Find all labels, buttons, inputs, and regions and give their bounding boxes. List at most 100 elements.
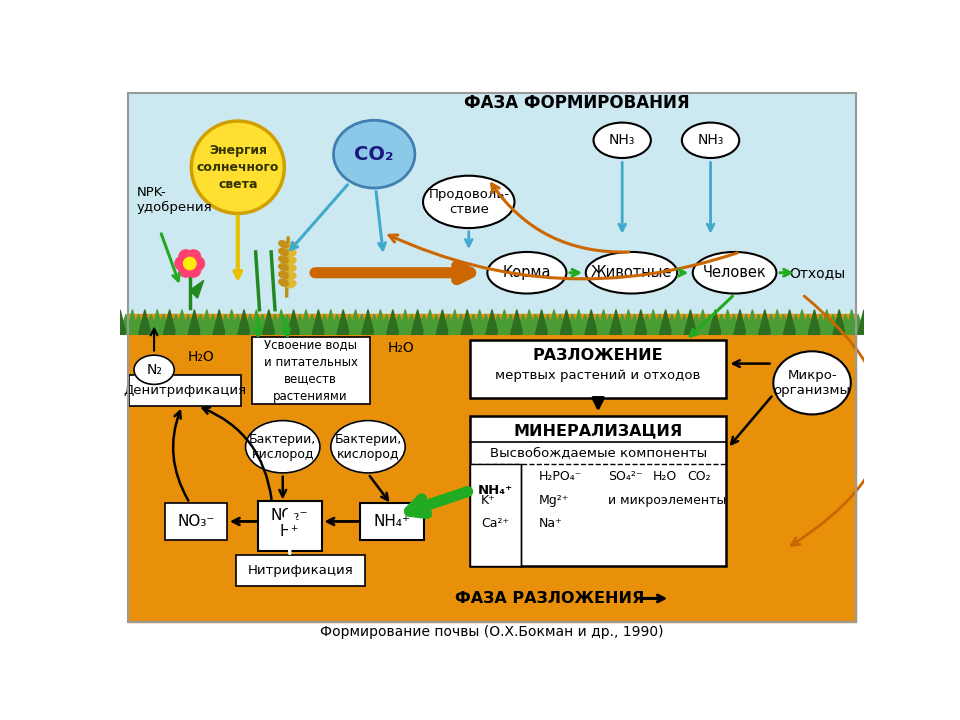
Polygon shape	[529, 315, 541, 331]
Circle shape	[190, 256, 204, 271]
Polygon shape	[616, 315, 629, 331]
Polygon shape	[355, 315, 368, 331]
Polygon shape	[176, 310, 188, 334]
Polygon shape	[151, 310, 163, 334]
Polygon shape	[516, 315, 529, 331]
Polygon shape	[672, 310, 684, 334]
Text: ФАЗА РАЗЛОЖЕНИЯ: ФАЗА РАЗЛОЖЕНИЯ	[455, 591, 645, 606]
Text: Усвоение воды
и питательных
веществ
растениями: Усвоение воды и питательных веществ раст…	[264, 338, 358, 402]
Polygon shape	[746, 310, 758, 334]
Polygon shape	[814, 315, 827, 331]
Text: Отходы: Отходы	[789, 266, 846, 280]
Polygon shape	[108, 315, 120, 331]
Bar	[128, 315, 856, 622]
Text: H₂PO₄⁻: H₂PO₄⁻	[539, 470, 582, 483]
Polygon shape	[374, 310, 387, 334]
Polygon shape	[541, 315, 554, 331]
Text: NH₄⁺: NH₄⁺	[477, 484, 513, 497]
Polygon shape	[665, 315, 678, 331]
Ellipse shape	[278, 248, 288, 256]
Polygon shape	[678, 315, 690, 331]
Polygon shape	[399, 310, 412, 334]
Polygon shape	[349, 310, 362, 334]
Text: Человек: Человек	[703, 265, 766, 280]
Polygon shape	[362, 310, 374, 334]
Ellipse shape	[286, 250, 296, 257]
Polygon shape	[629, 315, 641, 331]
Polygon shape	[684, 310, 697, 334]
Polygon shape	[523, 310, 536, 334]
Text: NO₂⁻: NO₂⁻	[271, 508, 308, 523]
Text: Высвобождаемые компоненты: Высвобождаемые компоненты	[490, 446, 707, 459]
Polygon shape	[870, 310, 882, 334]
Polygon shape	[138, 310, 151, 334]
Circle shape	[183, 257, 196, 270]
Polygon shape	[641, 315, 653, 331]
Polygon shape	[281, 315, 294, 331]
Text: H₂O: H₂O	[188, 351, 215, 364]
Text: H⁺: H⁺	[280, 524, 300, 539]
Polygon shape	[263, 310, 275, 334]
Polygon shape	[610, 310, 622, 334]
Ellipse shape	[423, 176, 515, 228]
Polygon shape	[337, 310, 349, 334]
Ellipse shape	[488, 252, 566, 294]
Polygon shape	[319, 315, 331, 331]
Polygon shape	[783, 310, 796, 334]
Polygon shape	[789, 315, 802, 331]
Text: CO₂: CO₂	[687, 470, 711, 483]
Polygon shape	[256, 315, 269, 331]
Ellipse shape	[286, 273, 296, 280]
Polygon shape	[585, 310, 597, 334]
Polygon shape	[765, 315, 778, 331]
Text: ФАЗА ФОРМИРОВАНИЯ: ФАЗА ФОРМИРОВАНИЯ	[465, 94, 690, 112]
FancyArrowPatch shape	[791, 296, 884, 545]
FancyBboxPatch shape	[470, 464, 520, 566]
Polygon shape	[492, 315, 504, 331]
Polygon shape	[368, 315, 380, 331]
Polygon shape	[473, 310, 486, 334]
Ellipse shape	[682, 122, 739, 158]
Ellipse shape	[278, 256, 288, 263]
Polygon shape	[324, 310, 337, 334]
Polygon shape	[213, 310, 226, 334]
Polygon shape	[715, 315, 728, 331]
Polygon shape	[244, 315, 256, 331]
Polygon shape	[703, 315, 715, 331]
Text: NH₄⁺: NH₄⁺	[373, 514, 411, 529]
Polygon shape	[753, 315, 765, 331]
Polygon shape	[858, 310, 870, 334]
Polygon shape	[647, 310, 660, 334]
Polygon shape	[597, 310, 610, 334]
Polygon shape	[796, 310, 808, 334]
Ellipse shape	[286, 243, 296, 249]
Text: Na⁺: Na⁺	[539, 517, 563, 530]
Polygon shape	[251, 310, 263, 334]
Polygon shape	[269, 315, 281, 331]
Text: NPK-
удобрения: NPK- удобрения	[137, 186, 213, 215]
Text: Mg²⁺: Mg²⁺	[539, 494, 569, 507]
Bar	[128, 93, 856, 322]
Circle shape	[186, 250, 201, 264]
Polygon shape	[430, 315, 443, 331]
Polygon shape	[604, 315, 616, 331]
Polygon shape	[238, 310, 251, 334]
Polygon shape	[132, 315, 145, 331]
Text: Микро-
организмы: Микро- организмы	[774, 369, 851, 397]
Ellipse shape	[331, 420, 405, 473]
Polygon shape	[728, 315, 740, 331]
FancyBboxPatch shape	[360, 503, 423, 540]
Polygon shape	[498, 310, 511, 334]
Polygon shape	[864, 315, 876, 331]
Circle shape	[179, 264, 193, 277]
Text: Нитрификация: Нитрификация	[248, 564, 353, 577]
Polygon shape	[312, 310, 324, 334]
Polygon shape	[219, 315, 231, 331]
Polygon shape	[300, 310, 312, 334]
FancyArrowPatch shape	[389, 235, 737, 279]
Polygon shape	[226, 310, 238, 334]
Ellipse shape	[278, 240, 288, 248]
Ellipse shape	[134, 355, 175, 384]
Text: NH₃: NH₃	[609, 133, 636, 148]
Text: NH₃: NH₃	[697, 133, 724, 148]
